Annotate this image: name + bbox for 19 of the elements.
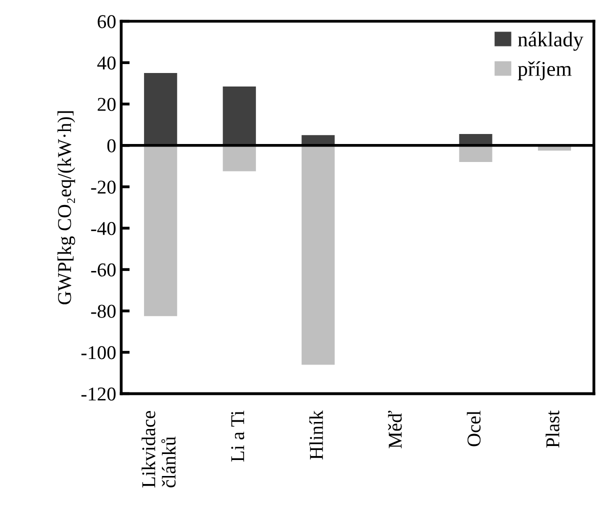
y-tick-label: -20 — [91, 180, 116, 194]
y-tick-label: -100 — [81, 346, 116, 360]
legend-label: náklady — [518, 32, 584, 51]
y-tick-label: -80 — [91, 304, 116, 318]
y-tick-label: 60 — [98, 15, 116, 28]
y-tick-label: -60 — [91, 263, 116, 276]
legend-label: příjem — [518, 61, 572, 80]
x-tick-label: Likvidace článků — [142, 411, 176, 488]
x-tick-label: Měď — [388, 410, 402, 448]
y-tick-label: 0 — [107, 139, 116, 152]
x-tick-label: Hliník — [309, 410, 323, 460]
x-tick-label: Plast — [546, 410, 560, 448]
y-tick-label: 20 — [98, 98, 116, 111]
y-tick-label: 40 — [97, 56, 116, 70]
y-tick-label: -120 — [81, 387, 116, 401]
x-tick-label: Li a Ti — [231, 410, 244, 462]
y-tick-label: -40 — [91, 222, 116, 236]
y-axis-title: GWP[kg CO₂eq/(kW·h)] — [57, 111, 76, 304]
x-tick-label: Ocel — [466, 410, 481, 446]
